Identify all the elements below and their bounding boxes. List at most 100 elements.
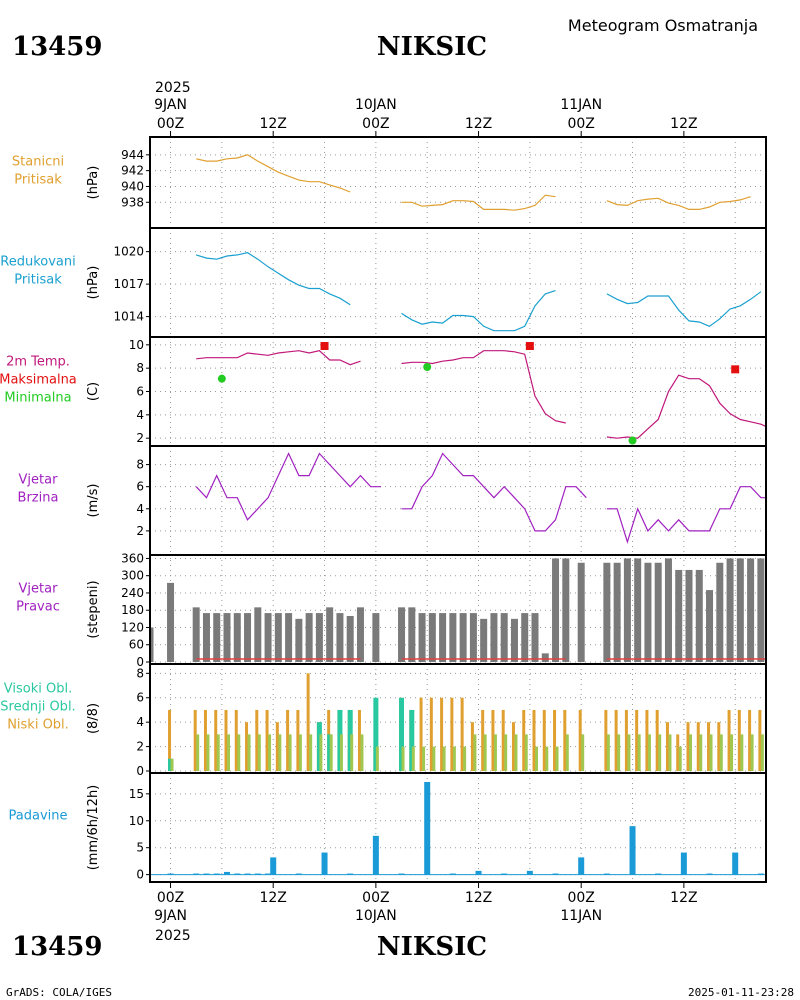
low-cloud-bar (203, 709, 207, 771)
y-tick-label: 1020 (113, 245, 144, 259)
wind-direction-bar (664, 558, 672, 662)
wind-direction-bar (274, 613, 282, 662)
wind-direction-bar (305, 613, 313, 662)
precip-bar (578, 857, 585, 875)
mid-cloud-bar (473, 734, 477, 771)
mid-cloud-bar (730, 734, 734, 771)
bottom-date-label: 10JAN (355, 908, 397, 924)
panel-label: Visoki Obl. (4, 682, 72, 697)
low-cloud-bar (275, 722, 279, 771)
precip-bar (655, 873, 662, 875)
wind-direction-bar (510, 618, 518, 662)
mid-cloud-bar (606, 734, 610, 771)
y-tick-label: 300 (121, 569, 144, 583)
mid-cloud-bar (771, 734, 774, 771)
station-name-bottom: NIKSIC (377, 932, 487, 962)
precip-bar (213, 873, 220, 875)
mid-cloud-bar (206, 734, 210, 771)
top-time-label: 00Z (567, 116, 594, 132)
mid-cloud-bar (196, 734, 200, 771)
low-cloud-bar (214, 709, 218, 771)
top-date-label: 9JAN (154, 97, 187, 113)
panel-wind-speed: 2 4 6 8 Vjetar Brzina (m/s) (18, 445, 767, 556)
low-cloud-bar (450, 697, 454, 771)
mid-cloud-bar (647, 734, 651, 771)
top-time-label: 12Z (465, 116, 492, 132)
y-tick-label: 8 (136, 458, 144, 472)
top-time-label: 12Z (259, 116, 286, 132)
y-tick-label: 10 (129, 338, 144, 352)
wind-direction-bar (695, 569, 703, 662)
y-tick-label: 6 (136, 385, 144, 399)
panel-reduced-pressure: 1014 1017 1020 Redukovani Pritisak (hPa) (0, 227, 767, 338)
wind-direction-bar (449, 613, 457, 662)
y-axis-label: (C) (86, 382, 101, 401)
y-tick-label: 942 (121, 164, 144, 178)
panel-clouds: 0 2 4 6 8 Visoki Obl. Srednji Obl. Niski Obl. (8… (0, 663, 774, 778)
panel-label: Pritisak (14, 273, 62, 288)
low-cloud-bar (532, 709, 536, 771)
tmax-marker (320, 342, 329, 350)
wind-direction-bar (439, 613, 447, 662)
panel-label: Niski Obl. (7, 718, 69, 733)
mid-cloud-bar (375, 746, 379, 771)
y-tick-label: 180 (121, 603, 144, 617)
panel-label: Stanicni (12, 155, 64, 170)
low-cloud-bar (511, 722, 515, 771)
precip-bar (398, 873, 405, 875)
data-layer (150, 558, 775, 662)
mid-cloud-bar (288, 734, 292, 771)
precip-bar (193, 873, 200, 875)
y-tick-label: 60 (129, 638, 144, 652)
time-axis-labels: 9JAN 00Z 00Z 9JAN 12Z 12Z 10JAN 00Z 00Z 10JAN 12Z 1… (154, 97, 697, 924)
precip-bar (757, 873, 764, 875)
panel-label: Pravac (16, 600, 60, 615)
mid-cloud-bar (658, 734, 662, 771)
mid-cloud-bar (545, 746, 549, 771)
mid-cloud-bar (411, 746, 415, 771)
low-cloud-bar (727, 709, 731, 771)
wind-direction-bar (469, 613, 477, 662)
meteogram-subtitle: Meteogram Osmatranja (568, 16, 758, 35)
low-cloud-bar (614, 709, 618, 771)
wind-direction-bar (150, 627, 154, 662)
low-cloud-bar (624, 709, 628, 771)
wind-direction-bar (768, 563, 775, 662)
precip-bar (254, 873, 261, 875)
precip-bar (501, 873, 508, 875)
y-axis-label: (hPa) (86, 266, 101, 300)
wind-direction-bar (531, 613, 539, 662)
tmin-marker (423, 363, 432, 371)
series-line (196, 252, 351, 306)
low-cloud-bar (542, 709, 546, 771)
mid-cloud-bar (565, 734, 569, 771)
mid-cloud-bar (422, 746, 426, 771)
data-layer (150, 673, 774, 771)
mid-cloud-bar (504, 734, 508, 771)
series-line (401, 194, 556, 211)
wind-direction-bar (521, 613, 529, 662)
low-cloud-bar (491, 709, 495, 771)
low-cloud-bar (707, 722, 711, 771)
low-cloud-bar (306, 673, 310, 771)
year-label-bottom: 2025 (155, 928, 191, 944)
mid-cloud-bar (617, 734, 621, 771)
wind-direction-bar (500, 613, 508, 662)
y-tick-label: 240 (121, 586, 144, 600)
wind-direction-bar (202, 613, 210, 662)
low-cloud-bar (758, 709, 762, 771)
precip-bar (732, 852, 739, 875)
wind-direction-bar (285, 613, 293, 662)
precip-bar (347, 873, 354, 875)
mid-cloud-bar (689, 734, 692, 771)
bottom-time-label: 00Z (157, 890, 184, 906)
low-cloud-bar (296, 709, 300, 771)
low-cloud-bar (193, 709, 197, 771)
mid-cloud-bar (535, 746, 538, 771)
precip-bar (270, 857, 277, 875)
data-layer (196, 252, 762, 332)
low-cloud-bar (737, 709, 741, 771)
precip-bar (526, 870, 533, 875)
low-cloud-bar (686, 722, 690, 771)
